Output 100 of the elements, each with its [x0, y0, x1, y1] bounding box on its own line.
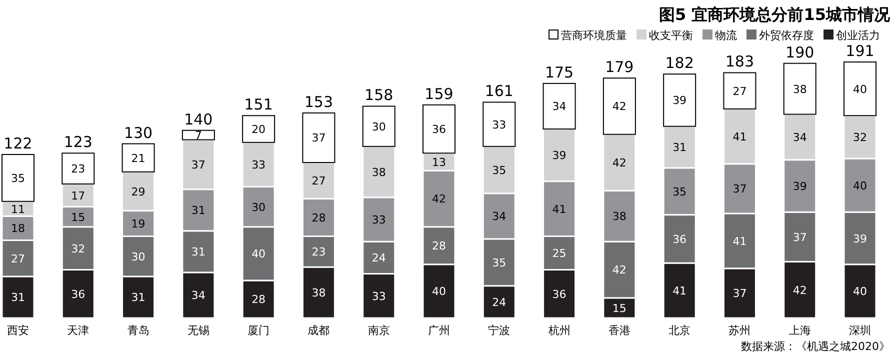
data-label: 29 — [131, 185, 146, 198]
x-tick-label: 香港 — [608, 324, 630, 337]
data-label: 37 — [312, 132, 326, 145]
data-label: 33 — [372, 213, 386, 226]
x-tick-label: 厦门 — [248, 324, 270, 337]
data-label: 39 — [853, 232, 867, 246]
x-tick-label: 南京 — [368, 324, 390, 337]
data-label: 7 — [194, 129, 202, 142]
data-label: 36 — [71, 288, 86, 301]
data-label: 27 — [732, 84, 747, 98]
data-label: 34 — [552, 100, 566, 114]
data-label: 31 — [11, 291, 25, 304]
data-label: 42 — [432, 192, 446, 206]
total-label: 158 — [364, 86, 394, 104]
total-label: 175 — [544, 63, 574, 82]
data-label: 39 — [552, 149, 566, 162]
data-label: 25 — [552, 246, 566, 260]
chart-title: 图5 宜商环境总分前15城市情况 — [659, 5, 891, 24]
data-label: 38 — [612, 210, 626, 224]
data-label: 27 — [11, 252, 25, 266]
data-label: 38 — [792, 82, 807, 96]
data-label: 18 — [11, 222, 25, 236]
x-tick-label: 深圳 — [849, 324, 871, 337]
data-label: 28 — [252, 293, 266, 306]
data-label: 37 — [191, 158, 206, 172]
data-label: 17 — [71, 189, 86, 202]
x-tick-label: 上海 — [788, 324, 811, 337]
total-label: 191 — [846, 42, 874, 60]
data-label: 38 — [312, 286, 326, 300]
source-note: 数据来源：《机遇之城2020》 — [741, 340, 890, 353]
data-label: 23 — [71, 162, 86, 176]
data-label: 11 — [11, 202, 25, 216]
data-label: 42 — [612, 100, 626, 114]
data-label: 30 — [131, 250, 146, 264]
total-label: 190 — [786, 43, 814, 62]
data-label: 32 — [853, 131, 867, 144]
data-label: 32 — [71, 242, 86, 256]
data-label: 36 — [432, 123, 446, 136]
data-label: 24 — [372, 252, 386, 265]
total-label: 140 — [184, 110, 213, 128]
x-tick-label: 苏州 — [728, 324, 751, 337]
legend-label: 物流 — [715, 29, 737, 42]
data-label: 39 — [792, 180, 807, 193]
x-tick-label: 广州 — [428, 324, 450, 337]
data-label: 42 — [792, 284, 807, 297]
data-label: 40 — [432, 285, 446, 298]
data-label: 34 — [191, 289, 206, 302]
x-tick-label: 天津 — [67, 324, 90, 337]
total-label: 183 — [725, 52, 754, 71]
data-label: 13 — [432, 156, 446, 169]
data-label: 24 — [492, 296, 506, 309]
data-label: 19 — [131, 218, 146, 231]
total-label: 161 — [484, 82, 514, 100]
data-label: 39 — [672, 94, 687, 108]
data-label: 40 — [252, 248, 266, 261]
total-label: 130 — [124, 124, 153, 142]
legend-label: 创业活力 — [836, 29, 880, 42]
data-label: 40 — [853, 179, 867, 192]
data-label: 37 — [732, 182, 747, 196]
data-label: 31 — [191, 204, 206, 218]
data-label: 40 — [853, 82, 867, 96]
x-tick-label: 宁波 — [488, 324, 510, 337]
x-tick-label: 西安 — [7, 324, 29, 337]
data-label: 20 — [252, 123, 266, 136]
data-label: 23 — [312, 246, 326, 259]
total-label: 159 — [424, 84, 454, 103]
data-label: 41 — [732, 234, 747, 248]
data-label: 42 — [612, 156, 626, 170]
data-label: 28 — [432, 240, 446, 253]
total-label: 151 — [244, 96, 273, 114]
total-label: 182 — [665, 54, 694, 72]
data-label: 21 — [131, 152, 146, 165]
data-label: 37 — [792, 230, 807, 244]
total-label: 153 — [304, 92, 334, 111]
data-label: 35 — [492, 256, 506, 270]
data-label: 40 — [853, 285, 867, 298]
data-label: 15 — [612, 302, 626, 315]
legend-label: 营商环境质量 — [561, 29, 627, 42]
data-label: 37 — [732, 287, 747, 300]
legend-label: 外贸依存度 — [759, 29, 814, 42]
data-label: 41 — [552, 202, 566, 216]
x-tick-label: 青岛 — [127, 324, 150, 337]
data-label: 30 — [252, 200, 266, 214]
data-label: 36 — [552, 288, 566, 301]
x-tick-label: 杭州 — [547, 324, 570, 337]
data-label: 41 — [732, 130, 747, 144]
data-label: 31 — [191, 246, 206, 259]
data-label: 33 — [372, 290, 386, 303]
x-tick-label: 无锡 — [187, 324, 210, 337]
x-tick-label: 成都 — [308, 324, 330, 337]
total-label: 123 — [64, 133, 92, 152]
x-tick-label: 北京 — [668, 324, 691, 337]
data-label: 28 — [312, 211, 326, 224]
data-label: 36 — [672, 232, 687, 246]
data-label: 34 — [792, 131, 807, 144]
data-label: 35 — [11, 172, 25, 185]
data-label: 15 — [71, 210, 86, 224]
data-label: 33 — [252, 158, 266, 172]
data-label: 31 — [131, 291, 146, 304]
data-label: 38 — [372, 166, 386, 179]
